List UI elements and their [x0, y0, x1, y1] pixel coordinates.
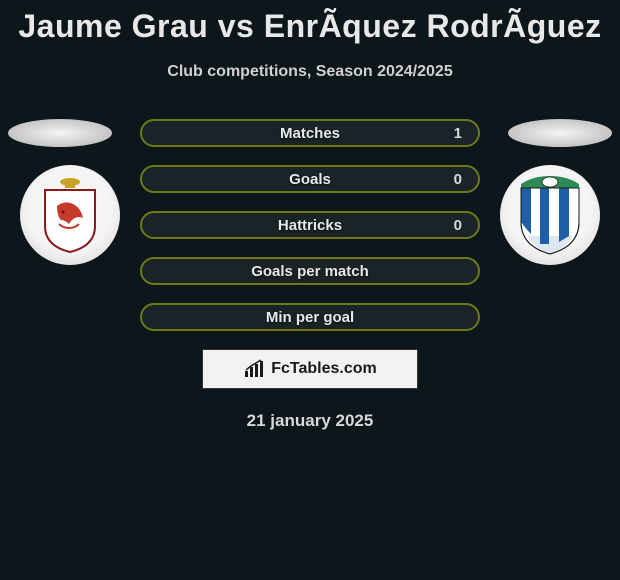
brand-badge: FcTables.com: [202, 349, 418, 389]
stat-label: Matches: [280, 125, 340, 142]
stat-label: Goals per match: [251, 263, 369, 280]
stat-value-right: 0: [454, 171, 462, 188]
club-crest-left: [20, 165, 120, 265]
stat-label: Hattricks: [278, 217, 342, 234]
club-crest-right: [500, 165, 600, 265]
chart-icon: [243, 359, 265, 379]
brand-text: FcTables.com: [271, 360, 377, 378]
stats-list: Matches 1 Goals 0 Hattricks 0 Goals per …: [140, 119, 480, 331]
stat-row-goals: Goals 0: [140, 165, 480, 193]
stat-row-hattricks: Hattricks 0: [140, 211, 480, 239]
player-ellipse-right: [508, 119, 612, 147]
stat-value-right: 0: [454, 217, 462, 234]
snapshot-date: 21 january 2025: [0, 411, 620, 431]
stat-row-matches: Matches 1: [140, 119, 480, 147]
season-subtitle: Club competitions, Season 2024/2025: [0, 63, 620, 81]
stat-label: Min per goal: [266, 309, 354, 326]
stat-row-min-per-goal: Min per goal: [140, 303, 480, 331]
player-ellipse-left: [8, 119, 112, 147]
stat-value-right: 1: [454, 125, 462, 142]
stat-label: Goals: [289, 171, 331, 188]
stat-row-goals-per-match: Goals per match: [140, 257, 480, 285]
page-title: Jaume Grau vs EnrÃ­quez RodrÃ­guez: [0, 0, 620, 45]
comparison-panel: Matches 1 Goals 0 Hattricks 0 Goals per …: [0, 119, 620, 431]
club-badge-right: [500, 165, 600, 265]
club-badge-left: [20, 165, 120, 265]
